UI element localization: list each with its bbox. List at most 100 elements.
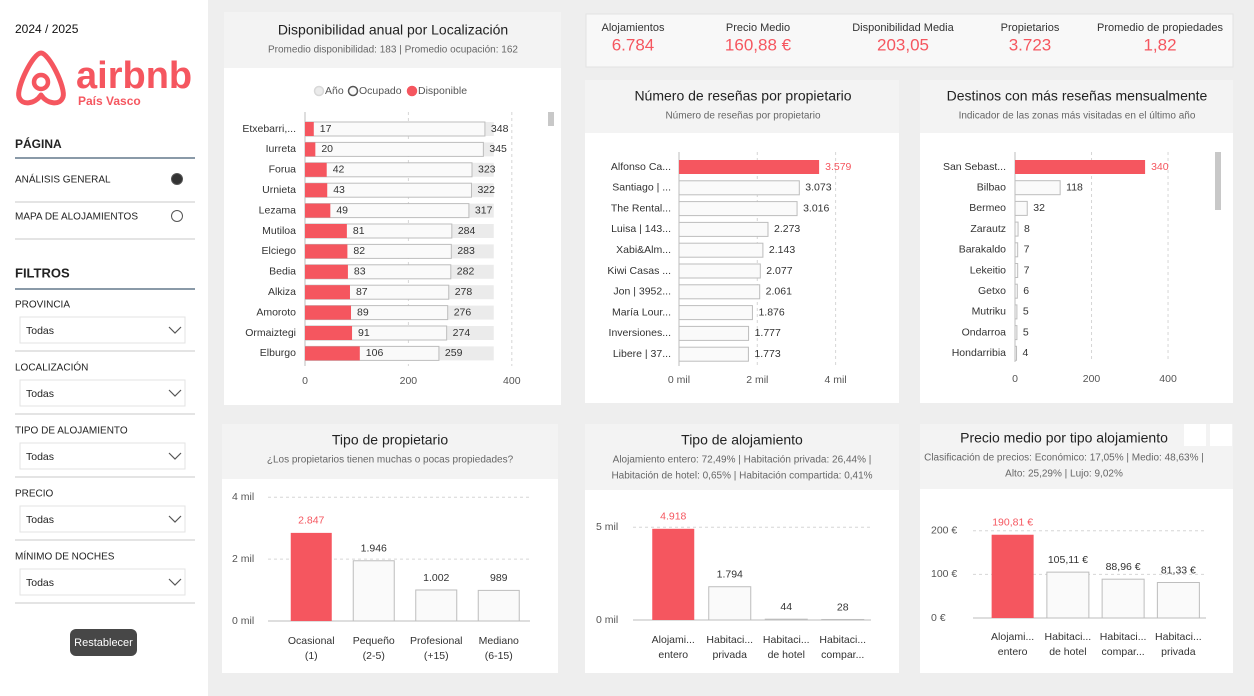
bar [305,244,348,259]
y-tick-label: Zarautz [970,223,1006,235]
data-label: 1.876 [758,306,784,318]
bar [678,325,750,341]
chevron [168,578,182,586]
x-tick-label: compar... [821,649,864,661]
filter-label: MÍNIMO DE NOCHES [15,550,115,563]
y-tick-label: Ondarroa [962,326,1007,338]
filter-value[interactable]: Todas [26,325,54,337]
data-label: 49 [336,204,348,216]
data-label: 8 [1024,223,1030,235]
panel-button[interactable] [1184,424,1206,446]
period: 2024 / 2025 [15,22,79,36]
data-label: 88,96 € [1106,561,1141,573]
legend-label[interactable]: Disponible [418,85,467,97]
filter-value[interactable]: Todas [26,577,54,589]
page-link[interactable]: ANÁLISIS GENERAL [15,173,111,186]
x-tick-label: entero [658,649,688,661]
legend-marker[interactable] [347,85,359,97]
y-tick-label: 0 mil [232,615,254,627]
data-label: 44 [780,601,792,613]
bar [477,589,520,622]
x-tick-label: Alojami... [991,631,1034,643]
bar [821,618,865,621]
y-tick-label: Elciego [262,245,297,257]
x-tick-label: Mediano [479,635,519,647]
chart-subtitle: Número de reseñas por propietario [665,111,821,122]
logo-subtitle: País Vasco [78,94,141,108]
x-tick-label: Habitaci... [819,634,866,646]
y-tick-label: Iurreta [266,143,297,155]
data-label: 105,11 € [1048,554,1088,566]
chart-subtitle: Habitación de hotel: 0,65% | Habitación … [611,471,872,482]
filter-value[interactable]: Todas [26,451,54,463]
data-label: 1.946 [361,543,387,555]
data-label: 43 [333,184,345,196]
x-tick-label: 400 [1159,373,1177,385]
x-tick-label: Ocasional [288,635,335,647]
page-link[interactable]: MAPA DE ALOJAMIENTOS [15,212,138,223]
bar [1015,160,1146,174]
x-tick-label: entero [998,646,1028,658]
bar [304,162,473,178]
chart-subtitle: Indicador de las zonas más visitadas en … [959,111,1196,122]
y-tick-label: Jon | 3952... [613,286,671,298]
panel-button[interactable] [1210,424,1232,446]
reset-button-label[interactable]: Restablecer [74,637,133,649]
y-tick-label: San Sebast... [943,161,1006,173]
bar [991,534,1034,618]
data-label: 89 [357,306,369,318]
filter-dropdown[interactable] [19,568,186,596]
x-tick-label: 400 [503,375,521,387]
data-label: 2.847 [298,515,324,527]
chart-subtitle: ¿Los propietarios tienen muchas o pocas … [267,455,514,466]
legend-label[interactable]: Año [325,85,344,97]
bar [1014,200,1028,216]
bar [1014,304,1018,320]
bar [305,142,316,157]
filter-dropdown[interactable] [19,379,186,407]
y-tick-label: Lezama [259,204,297,216]
legend-marker[interactable] [406,85,418,97]
bar [708,586,752,621]
page-radio[interactable] [171,173,183,185]
data-label: 989 [490,572,508,584]
bar [678,201,798,217]
bar [305,122,314,136]
bar [305,203,331,218]
scrollbar[interactable] [1215,152,1221,210]
bar [1014,283,1018,299]
filter-label: LOCALIZACIÓN [15,361,88,374]
y-tick-label: Libere | 37... [613,348,671,360]
y-tick-label: The Rental... [611,202,671,214]
filter-dropdown[interactable] [19,316,186,344]
plot-area [920,133,1233,403]
data-label: 4.918 [660,511,686,523]
bar [678,221,769,237]
chart-title: Tipo de alojamiento [681,432,803,448]
filter-value[interactable]: Todas [26,388,54,400]
bar [678,346,749,362]
legend-label[interactable]: Ocupado [359,85,402,97]
scrollbar[interactable] [548,112,554,126]
bar [415,589,458,622]
data-label: 284 [458,225,476,237]
chart-subtitle: Alojamiento entero: 72,49% | Habitación … [613,455,872,466]
bar [305,224,347,238]
section-heading: FILTROS [15,265,70,280]
x-tick-label: Alojami... [652,634,695,646]
bar [678,242,764,258]
reset-button[interactable] [70,629,137,656]
kpi-value: 203,05 [877,35,929,54]
section-heading: PÁGINA [15,136,62,151]
bar [304,121,486,137]
data-label: 276 [454,306,472,318]
filter-dropdown[interactable] [19,442,186,470]
legend-marker[interactable] [313,85,325,97]
filter-value[interactable]: Todas [26,514,54,526]
bar [678,180,800,196]
page-radio[interactable] [171,210,183,222]
data-label: 7 [1024,244,1030,256]
filter-dropdown[interactable] [19,505,186,533]
data-label: 340 [1151,161,1169,173]
